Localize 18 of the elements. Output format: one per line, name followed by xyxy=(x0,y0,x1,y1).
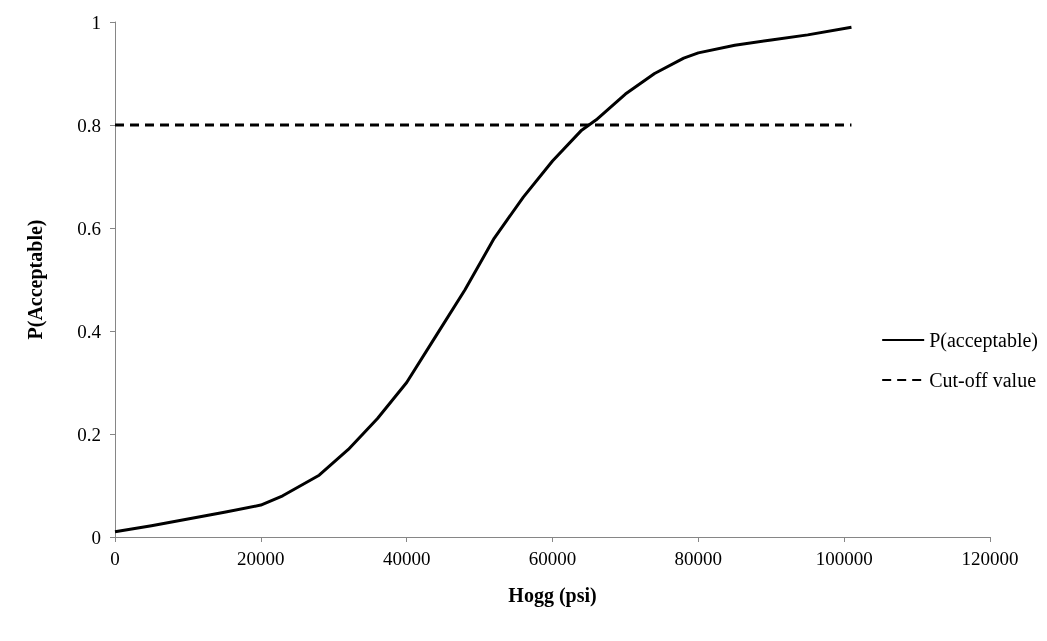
x-tick-label: 120000 xyxy=(961,548,1019,569)
y-tick-label: 0.6 xyxy=(77,217,101,239)
x-tick-label: 60000 xyxy=(528,548,577,569)
legend-label: Cut-off value xyxy=(929,369,1037,391)
line-series xyxy=(113,25,853,534)
y-tick-label: 1 xyxy=(91,11,101,33)
y-tick-label: 0 xyxy=(91,526,101,548)
x-tick-label: 0 xyxy=(110,548,120,569)
legend-label: P(acceptable) xyxy=(929,329,1039,352)
x-tick-label: 100000 xyxy=(815,548,873,569)
x-tick-label: 20000 xyxy=(237,548,285,569)
y-tick-label: 0.4 xyxy=(77,320,102,342)
x-tick-label: 40000 xyxy=(382,548,431,569)
x-tick-label: 80000 xyxy=(674,548,723,569)
y-axis-title: P(Acceptable) xyxy=(24,219,47,340)
y-tick-label: 0.8 xyxy=(77,114,101,136)
x-axis-title: Hogg (psi) xyxy=(508,584,597,607)
y-tick-label: 0.2 xyxy=(77,423,101,445)
